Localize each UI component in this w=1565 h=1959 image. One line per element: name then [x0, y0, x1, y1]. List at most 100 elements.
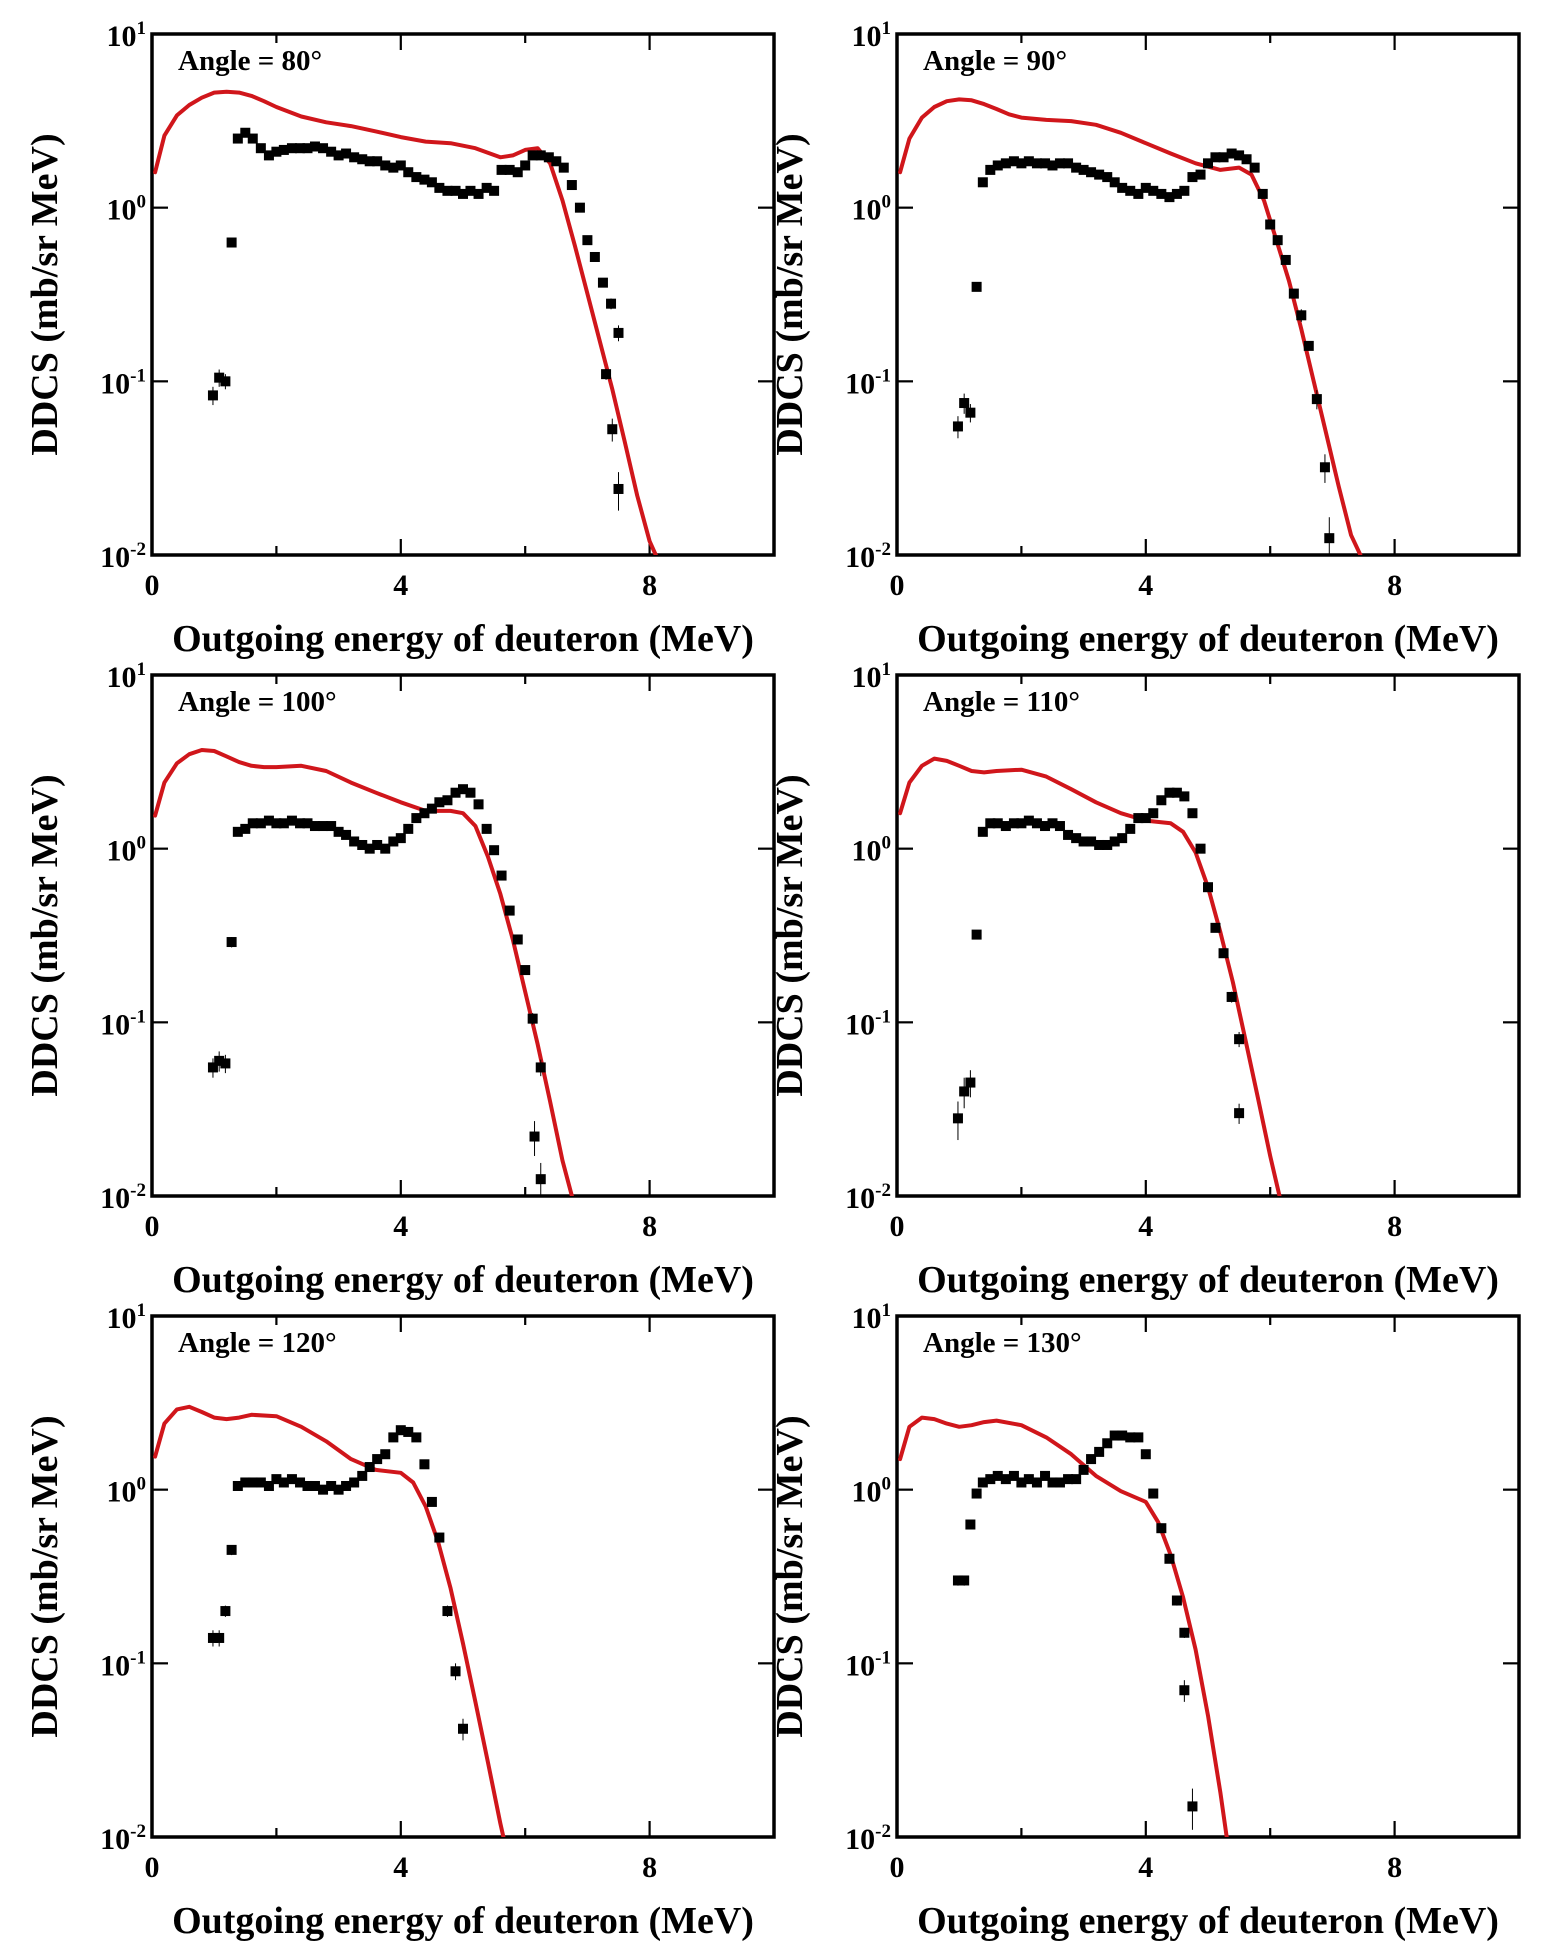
data-point: [959, 1575, 970, 1586]
data-point: [1218, 948, 1229, 959]
data-point: [1094, 839, 1105, 850]
plot-area: [898, 756, 1282, 1196]
data-point: [278, 818, 289, 829]
data-point: [1023, 815, 1034, 826]
plot-area: [898, 97, 1363, 555]
data-point: [1156, 188, 1167, 199]
data-point: [1241, 154, 1252, 165]
data-point: [458, 784, 468, 795]
data-point: [1249, 162, 1260, 173]
data-point: [1210, 922, 1221, 933]
data-point: [286, 815, 297, 826]
data-point: [520, 160, 531, 171]
chart-panel: 0 4 8 10-2 10-1 100 101 Angle = 90° Outgoing ene…: [769, 18, 1521, 660]
data-point: [558, 162, 569, 173]
data-point: [1148, 808, 1159, 819]
data-point: [1125, 823, 1136, 834]
data-point: [1171, 787, 1182, 798]
data-point: [1324, 533, 1335, 544]
data-point: [1117, 1430, 1128, 1441]
data-point: [1303, 340, 1314, 351]
data-point: [1054, 821, 1065, 832]
data-point: [318, 821, 329, 832]
data-point: [411, 1432, 422, 1443]
data-point: [302, 1480, 313, 1491]
data-point: [992, 1470, 1003, 1481]
y-tick-label: 10-1: [100, 1006, 146, 1041]
data-point: [411, 813, 422, 824]
x-tick-label: 0: [145, 1851, 160, 1884]
data-point: [607, 424, 618, 435]
data-point: [1125, 1432, 1136, 1443]
data-point: [529, 1131, 540, 1142]
data-point: [465, 787, 476, 798]
x-tick-label: 0: [145, 569, 160, 602]
data-point: [434, 1532, 445, 1543]
data-point: [207, 1632, 218, 1643]
data-point: [1086, 167, 1097, 178]
panel-title: Angle = 110°: [923, 686, 1080, 718]
data-point: [952, 1113, 963, 1124]
data-point: [1125, 185, 1136, 196]
data-point: [606, 298, 617, 309]
data-point: [489, 185, 500, 196]
data-point: [333, 826, 344, 837]
data-point: [364, 843, 375, 854]
data-point: [496, 870, 507, 881]
x-axis-label: Outgoing energy of deuteron (MeV): [172, 1259, 754, 1301]
data-point: [419, 1459, 430, 1470]
data-point: [535, 150, 546, 161]
data-point: [1040, 821, 1051, 832]
data-point: [481, 823, 492, 834]
x-axis-label: Outgoing energy of deuteron (MeV): [917, 618, 1499, 660]
data-point: [388, 836, 399, 847]
data-point: [450, 185, 461, 196]
data-point: [1094, 1446, 1105, 1457]
data-point: [551, 156, 562, 167]
y-tick-label: 10-2: [100, 1821, 146, 1856]
data-point: [1109, 177, 1120, 188]
data-point: [1040, 1470, 1051, 1481]
data-point: [207, 1062, 218, 1073]
data-point: [1117, 182, 1128, 193]
data-point: [1311, 394, 1322, 405]
data-point: [263, 1480, 274, 1491]
data-point: [403, 823, 414, 834]
data-point: [527, 150, 538, 161]
data-point: [965, 407, 976, 418]
data-point: [426, 803, 437, 814]
data-point: [1117, 833, 1128, 844]
data-point: [1109, 836, 1120, 847]
data-point: [302, 143, 313, 154]
plot-frame: [895, 32, 1521, 557]
data-point: [965, 1519, 976, 1530]
data-point: [1063, 158, 1074, 169]
data-point: [971, 281, 982, 292]
data-point: [574, 202, 585, 213]
data-point: [1063, 829, 1074, 840]
panel-title: Angle = 80°: [178, 45, 322, 77]
data-point: [613, 327, 624, 338]
data-point: [1023, 1474, 1034, 1485]
data-point: [380, 1449, 391, 1460]
data-point: [232, 826, 243, 837]
data-point: [403, 167, 414, 178]
y-tick-label: 100: [852, 1474, 892, 1509]
data-point: [240, 127, 251, 138]
data-point: [1016, 158, 1027, 169]
data-point: [1102, 1438, 1113, 1449]
y-tick-label: 10-2: [845, 1180, 891, 1215]
data-point: [232, 1480, 243, 1491]
y-tick-label: 100: [107, 833, 147, 868]
data-point: [1086, 836, 1097, 847]
data-point: [255, 1477, 266, 1488]
x-tick-label: 0: [145, 1210, 160, 1243]
y-tick-label: 10-1: [100, 365, 146, 400]
data-point: [952, 421, 963, 432]
x-tick-label: 8: [1387, 1851, 1402, 1884]
y-tick-label: 101: [107, 1300, 147, 1335]
data-point: [220, 1606, 231, 1617]
data-point: [597, 277, 608, 288]
data-point: [971, 929, 982, 940]
